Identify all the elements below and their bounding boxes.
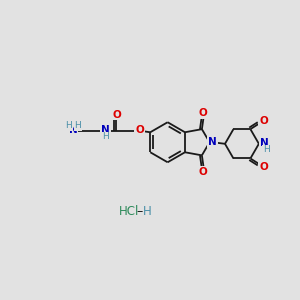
Text: O: O bbox=[112, 110, 121, 119]
Text: H: H bbox=[65, 121, 72, 130]
Text: O: O bbox=[259, 162, 268, 172]
Text: H: H bbox=[263, 146, 270, 154]
Text: N: N bbox=[260, 138, 268, 148]
Text: O: O bbox=[198, 108, 207, 118]
Text: H: H bbox=[74, 121, 81, 130]
Text: N: N bbox=[208, 137, 217, 147]
Text: –: – bbox=[137, 205, 143, 218]
Text: N: N bbox=[101, 125, 110, 135]
Text: H: H bbox=[102, 132, 109, 141]
Text: O: O bbox=[259, 116, 268, 126]
Text: O: O bbox=[198, 167, 207, 176]
Text: H: H bbox=[143, 205, 152, 218]
Text: O: O bbox=[135, 125, 144, 135]
Text: HCl: HCl bbox=[119, 205, 139, 218]
Text: N: N bbox=[69, 125, 78, 135]
